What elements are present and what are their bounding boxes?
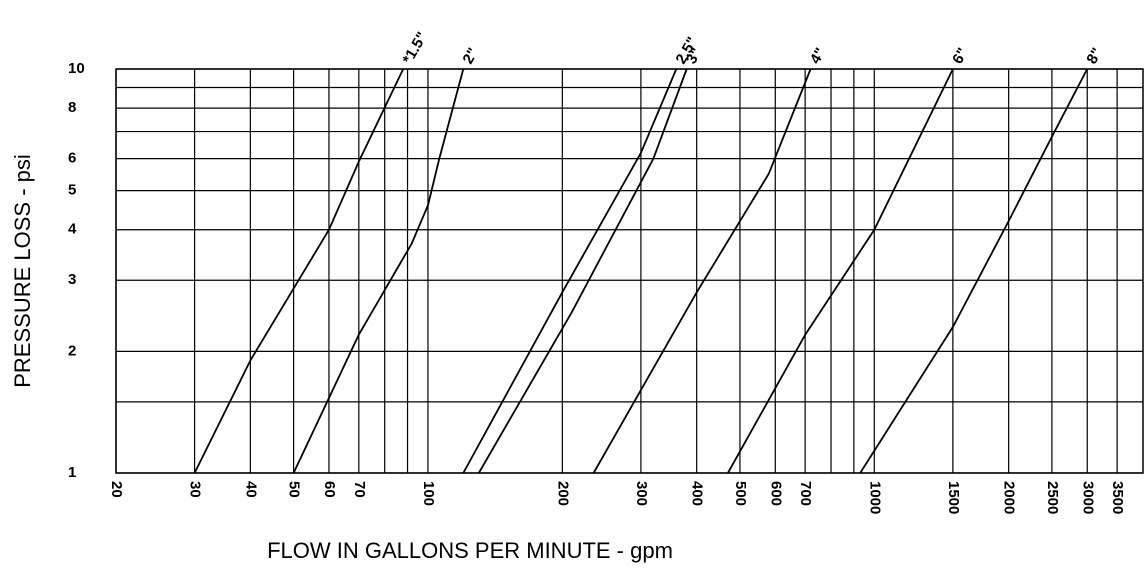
x-tick-label: 3000 [1079, 481, 1096, 514]
x-tick-label: 20 [108, 481, 125, 498]
y-tick-label: 4 [68, 221, 77, 238]
pipe-curve [462, 68, 678, 474]
x-tick-label: 700 [797, 481, 814, 506]
x-tick-label: 30 [187, 481, 204, 498]
y-tick-label: 6 [68, 150, 76, 167]
series-label: 3" [683, 45, 705, 67]
pipe-curve [478, 68, 688, 474]
x-tick-label: 70 [351, 481, 368, 498]
plot-frame [115, 68, 1144, 474]
series-label: 4" [807, 45, 829, 67]
series-label: 6" [949, 45, 971, 67]
x-tick-label: 400 [689, 481, 706, 506]
y-tick-label: 2 [68, 342, 76, 359]
y-tick-label: 3 [68, 271, 76, 288]
x-tick-label: 1000 [866, 481, 883, 514]
x-tick-label: 600 [767, 481, 784, 506]
x-tick-label: 60 [321, 481, 338, 498]
y-tick-label: 8 [68, 99, 76, 116]
x-tick-label: 100 [420, 481, 437, 506]
pipe-curve [193, 68, 405, 474]
series-label: 2" [459, 45, 481, 67]
x-tick-label: 500 [732, 481, 749, 506]
x-tick-label: 50 [286, 481, 303, 498]
pipe-curve [859, 68, 1088, 474]
pipe-curve [292, 68, 465, 474]
x-tick-label: 1500 [945, 481, 962, 514]
y-tick-label: 10 [68, 60, 85, 77]
x-tick-label: 200 [554, 481, 571, 506]
pipe-curve [592, 68, 812, 474]
x-tick-label: 2000 [1001, 481, 1018, 514]
x-tick-label: 2500 [1044, 481, 1061, 514]
x-axis-label: FLOW IN GALLONS PER MINUTE - gpm [267, 538, 673, 563]
pipe-curve [727, 68, 954, 474]
y-axis-label: PRESSURE LOSS - psi [10, 154, 35, 388]
y-tick-label: 1 [68, 464, 76, 481]
x-tick-label: 300 [633, 481, 650, 506]
y-tick-label: 5 [68, 182, 76, 199]
series-label: 8" [1083, 45, 1105, 67]
series-label: *1.5" [399, 29, 431, 67]
x-tick-label: 3500 [1109, 481, 1126, 514]
x-tick-label: 40 [242, 481, 259, 498]
